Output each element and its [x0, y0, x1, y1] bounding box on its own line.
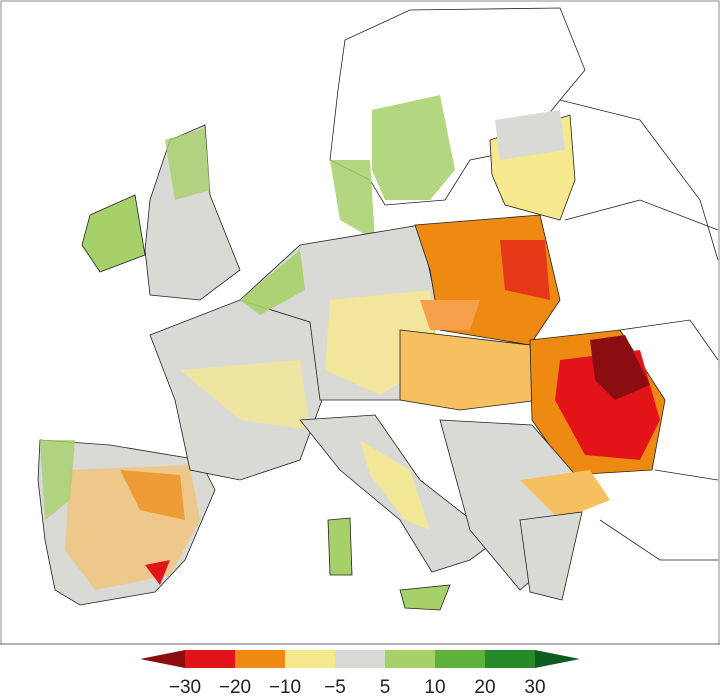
iberia-red	[145, 560, 170, 585]
colorbar-segment	[235, 650, 285, 668]
france-yellow	[180, 360, 310, 430]
greece	[519, 511, 583, 601]
sweden-south	[372, 95, 455, 200]
colorbar-end	[535, 650, 580, 668]
colorbar-segment	[185, 650, 235, 668]
colorbar-segment	[385, 650, 435, 668]
sicily	[399, 584, 451, 611]
bulgaria	[520, 470, 610, 520]
scotland	[165, 128, 210, 200]
colorbar-tick-label: −20	[219, 677, 251, 698]
colorbar-segment	[285, 650, 335, 668]
borders-east	[559, 99, 719, 561]
colorbar-end	[140, 650, 185, 668]
iberia-green	[40, 440, 75, 520]
pannonia	[399, 329, 541, 411]
colorbar-tick-label: −10	[269, 677, 301, 698]
moldova	[590, 335, 650, 400]
colorbar-segment	[435, 650, 485, 668]
colorbar-tick-label: 30	[524, 677, 545, 698]
poland-east	[500, 240, 550, 300]
ireland	[81, 194, 146, 273]
finland-south	[495, 110, 565, 160]
iberia-orange	[120, 470, 185, 520]
map	[0, 0, 720, 645]
benelux	[240, 250, 305, 315]
norway-south	[330, 160, 375, 240]
colorbar-tick-label: 20	[474, 677, 495, 698]
colorbar-segment	[335, 650, 385, 668]
italy-yellow	[360, 440, 430, 530]
colorbar-tick-label: −30	[169, 677, 201, 698]
colorbar: −30 −20 −10 −5 5 10 20 30	[140, 650, 580, 698]
sardinia	[327, 517, 353, 576]
colorbar-tick-label: 10	[424, 677, 445, 698]
colorbar-tick-label: 5	[380, 677, 391, 698]
colorbar-tick-label: −5	[324, 677, 346, 698]
poland-west	[420, 300, 480, 330]
colorbar-segment	[485, 650, 535, 668]
